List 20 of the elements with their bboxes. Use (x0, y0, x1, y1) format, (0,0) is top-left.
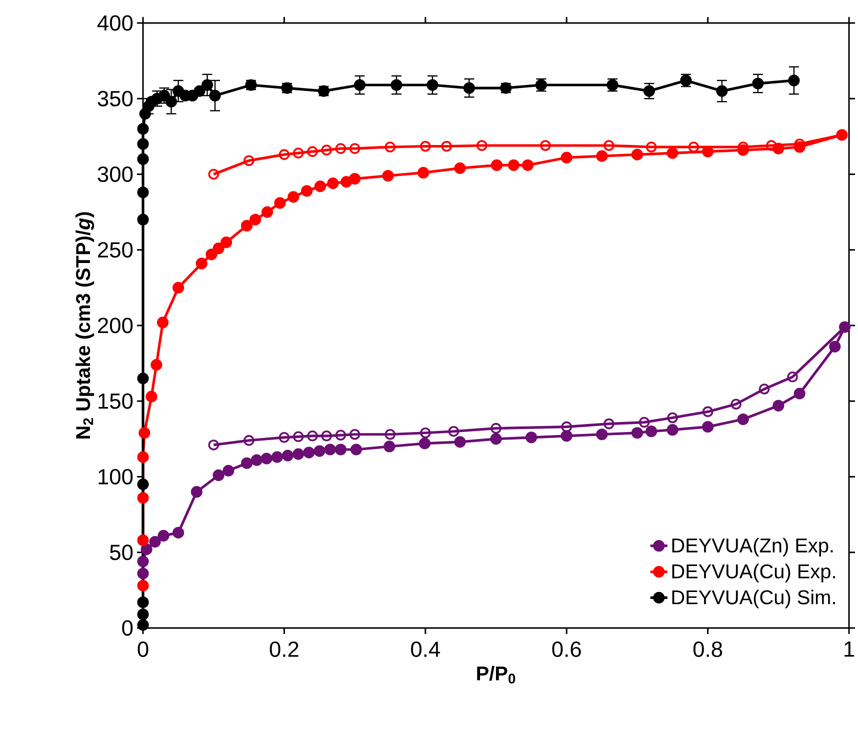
x-axis-title: P/P$_{0}$ (477, 666, 516, 684)
y-tick-label: 0 (122, 620, 133, 636)
y-tick-label: 300 (98, 166, 133, 182)
x-tick-label: 0.8 (693, 641, 722, 658)
x-tick-label: 0 (138, 641, 148, 658)
y-tick-label: 250 (98, 242, 133, 258)
x-tick-label: 0.6 (552, 641, 581, 658)
x-tick-label: 1 (844, 642, 854, 657)
legend-label: DEYVUA(Cu) Sim. (672, 590, 835, 608)
y-tick-label: 150 (98, 393, 133, 409)
y-tick-label: 350 (98, 90, 133, 106)
y-tick-label: 50 (110, 544, 133, 560)
legend-label: DEYVUA(Cu) Exp. (672, 564, 835, 582)
y-axis-title: N$_{2}$ Uptake (cm3 (STP)/g) (76, 212, 94, 438)
legend-label: DEYVUA(Zn) Exp. (672, 538, 833, 556)
y-tick-label: 400 (97, 15, 133, 31)
x-tick-label: 0.2 (270, 641, 298, 658)
x-tick-label: 0.4 (411, 641, 440, 658)
y-tick-label: 100 (98, 468, 133, 484)
y-tick-label: 200 (98, 318, 133, 334)
